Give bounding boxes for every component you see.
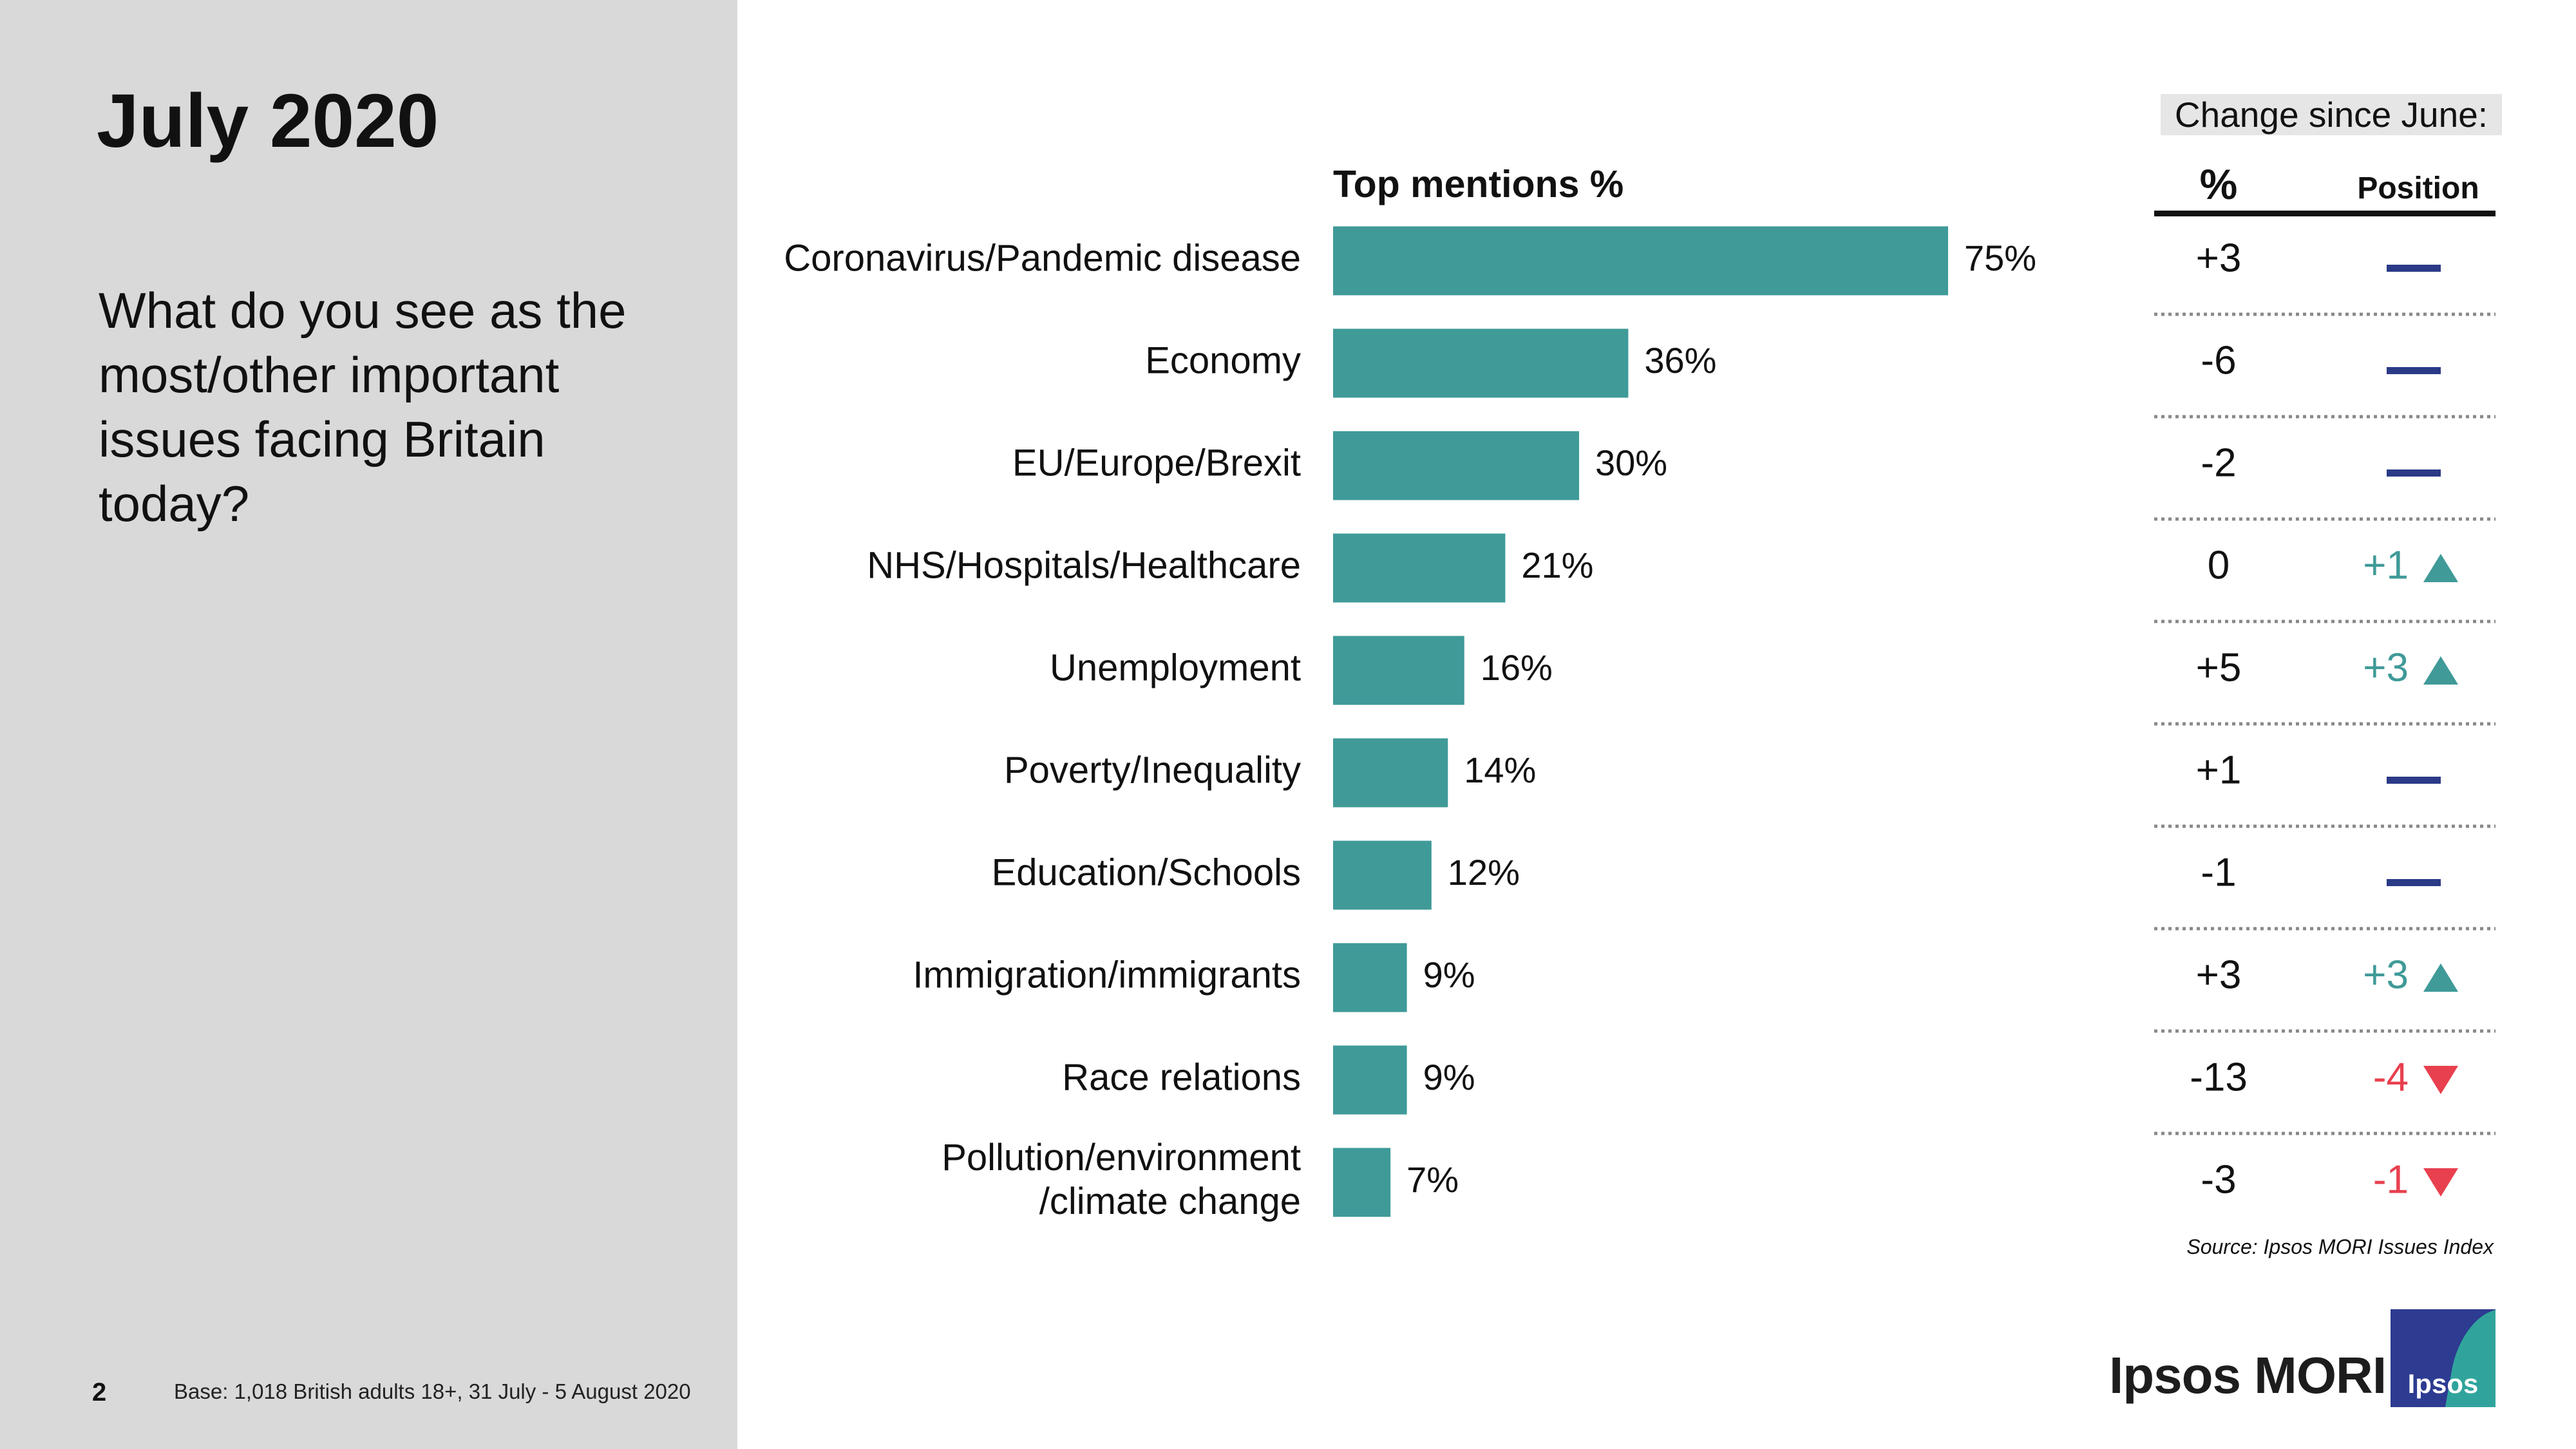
change-pct: -3	[2201, 1157, 2236, 1202]
no-change-dash-icon	[2387, 777, 2441, 784]
ipsos-logo: Ipsos	[2391, 1309, 2496, 1407]
value-label: 36%	[1644, 340, 1716, 381]
down-arrow-icon	[2423, 1066, 2458, 1094]
category-label: Immigration/immigrants	[913, 954, 1301, 996]
pct-column-header: %	[2199, 160, 2238, 208]
category-label: Poverty/Inequality	[1004, 749, 1301, 791]
logo-text: Ipsos	[2407, 1368, 2479, 1399]
bar	[1333, 328, 1629, 398]
category-label: Education/Schools	[992, 851, 1301, 893]
change-table-header: Change since June:	[2161, 94, 2502, 135]
category-label: Coronavirus/Pandemic disease	[784, 237, 1301, 279]
value-label: 30%	[1595, 442, 1667, 483]
category-label: Economy	[1145, 339, 1301, 381]
bar	[1333, 1148, 1391, 1217]
value-label: 14%	[1464, 750, 1536, 790]
page-number: 2	[92, 1378, 107, 1406]
value-label: 16%	[1481, 647, 1553, 688]
change-pct: -13	[2190, 1055, 2248, 1099]
up-arrow-icon	[2423, 554, 2458, 582]
value-label: 7%	[1406, 1159, 1459, 1200]
no-change-dash-icon	[2387, 367, 2441, 374]
no-change-dash-icon	[2387, 265, 2441, 272]
category-label: NHS/Hospitals/Healthcare	[867, 544, 1301, 586]
bar	[1333, 636, 1464, 705]
brand-wordmark: Ipsos MORI	[2109, 1347, 2387, 1404]
up-arrow-icon	[2423, 963, 2458, 992]
category-label: EU/Europe/Brexit	[1012, 442, 1301, 484]
up-arrow-icon	[2423, 656, 2458, 685]
bar	[1333, 738, 1448, 808]
bar	[1333, 431, 1579, 500]
no-change-dash-icon	[2387, 469, 2441, 477]
position-change: -1	[2373, 1157, 2409, 1202]
bar	[1333, 840, 1432, 910]
value-label: 21%	[1521, 545, 1593, 585]
down-arrow-icon	[2423, 1168, 2458, 1197]
position-change: +3	[2363, 952, 2409, 997]
change-pct: +3	[2196, 952, 2242, 997]
change-pct: -2	[2201, 440, 2236, 485]
bar	[1333, 226, 1948, 296]
header-rule	[2154, 211, 2496, 216]
source-note: Source: Ipsos MORI Issues Index	[2186, 1235, 2494, 1258]
page-title: July 2020	[97, 79, 439, 164]
bar	[1333, 533, 1506, 603]
position-change: +1	[2363, 543, 2409, 587]
change-pct: +1	[2196, 748, 2242, 792]
value-label: 9%	[1423, 1057, 1475, 1097]
left-panel	[0, 0, 737, 1449]
base-note: Base: 1,018 British adults 18+, 31 July …	[174, 1379, 691, 1403]
category-label: Unemployment	[1050, 647, 1301, 688]
category-label: Pollution/environment/climate change	[942, 1137, 1301, 1222]
bar	[1333, 1045, 1407, 1115]
chart-title: Top mentions %	[1333, 163, 1624, 205]
value-label: 12%	[1448, 852, 1520, 893]
survey-question: What do you see as the most/other import…	[99, 282, 627, 532]
no-change-dash-icon	[2387, 879, 2441, 886]
value-label: 9%	[1423, 954, 1475, 995]
position-change: -4	[2373, 1055, 2409, 1099]
change-pct: +5	[2196, 645, 2242, 690]
bar	[1333, 943, 1407, 1012]
change-pct: -6	[2201, 338, 2236, 383]
change-pct: +3	[2196, 236, 2242, 280]
change-pct: 0	[2208, 543, 2230, 587]
category-label: Race relations	[1062, 1056, 1301, 1098]
position-column-header: Position	[2357, 171, 2479, 205]
change-pct: -1	[2201, 850, 2236, 895]
position-change: +3	[2363, 645, 2409, 690]
value-label: 75%	[1964, 238, 2036, 278]
